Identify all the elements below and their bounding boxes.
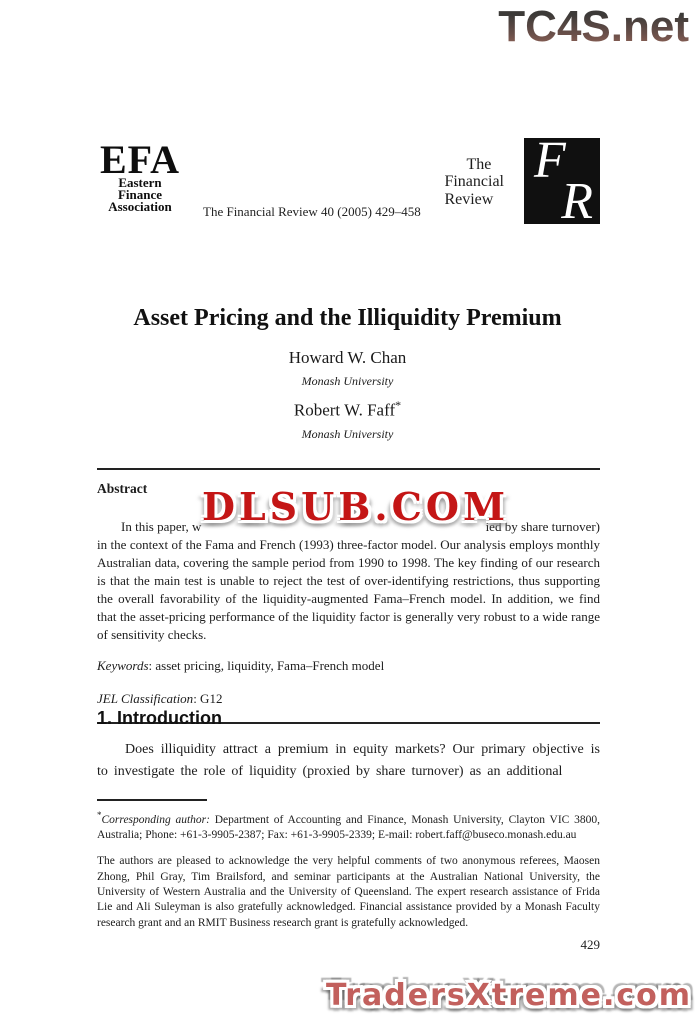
journal-name-line: Review [444,190,494,208]
keywords-label: Keywords [97,658,149,674]
introduction-paragraph: Does illiquidity attract a premium in eq… [97,742,600,779]
author-affiliation: Monash University [301,374,394,388]
efa-name-line: Eastern [118,174,162,190]
corresponding-author-asterisk: * [395,398,402,412]
efa-name-line: Association [108,199,172,215]
author-name: Robert W. Faff* [293,398,402,420]
fr-logo-letter-r: R [561,173,593,230]
abstract-line1-end: ied by share turnover) [485,519,600,534]
footnote-divider [97,799,207,801]
journal-citation: The Financial Review 40 (2005) 429–458 [203,204,421,219]
keywords-line: Keywords: asset pricing, liquidity, Fama… [97,658,600,674]
keywords-value: : asset pricing, liquidity, Fama–French … [148,658,385,674]
journal-name: The Financial Review [444,156,504,208]
fr-logo-letter-f: F [534,132,566,189]
watermark-tc4s: TC4S.net [498,2,689,51]
footnote-asterisk: * [97,810,102,820]
footnote-section: *Corresponding author: Department of Acc… [97,799,600,931]
page-title: Asset Pricing and the Illiquidity Premiu… [133,305,562,331]
jel-label: JEL Classification [97,691,194,707]
acknowledgment-footnote: The authors are pleased to acknowledge t… [97,855,600,929]
efa-name-line: Finance [117,187,163,203]
corresponding-author-details: Department of Accounting and Finance, Mo… [97,813,600,842]
author-affiliation: Monash University [301,426,394,441]
jel-line: JEL Classification: G12 [97,691,600,707]
corresponding-author-footnote: *Corresponding author: Department of Acc… [97,810,600,843]
page-number: 429 [580,937,601,952]
abstract-body: in the context of the Fama and French (1… [97,537,600,643]
fr-logo: F R [524,132,600,230]
title-block: Asset Pricing and the Illiquidity Premiu… [0,305,695,451]
author-name: Howard W. Chan [288,348,407,367]
abstract-section: Abstract In this paper, w ied by share t… [97,468,600,725]
section-heading-introduction: 1. Introduction [97,708,222,728]
watermark-dlsub: DLSUB.COM [202,484,510,529]
divider [97,722,600,725]
abstract-line1-start: In this paper, w [121,519,202,534]
divider [97,468,600,470]
efa-acronym: EFA [99,137,181,182]
introduction-section: 1. Introduction Does illiquidity attract… [97,708,600,782]
efa-logo: EFA Eastern Finance Association [97,137,183,215]
journal-header: EFA Eastern Finance Association The Fina… [97,132,600,230]
abstract-first-line: In this paper, w ied by share turnover) [97,518,600,536]
journal-name-line: Financial [444,173,504,191]
jel-value: : G12 [193,691,223,707]
watermark-tradersxtreme: TradersXtreme.com [326,978,692,1013]
journal-name-line: The [466,156,492,173]
corresponding-author-label: Corresponding author: [101,813,210,826]
abstract-heading: Abstract [97,481,148,496]
